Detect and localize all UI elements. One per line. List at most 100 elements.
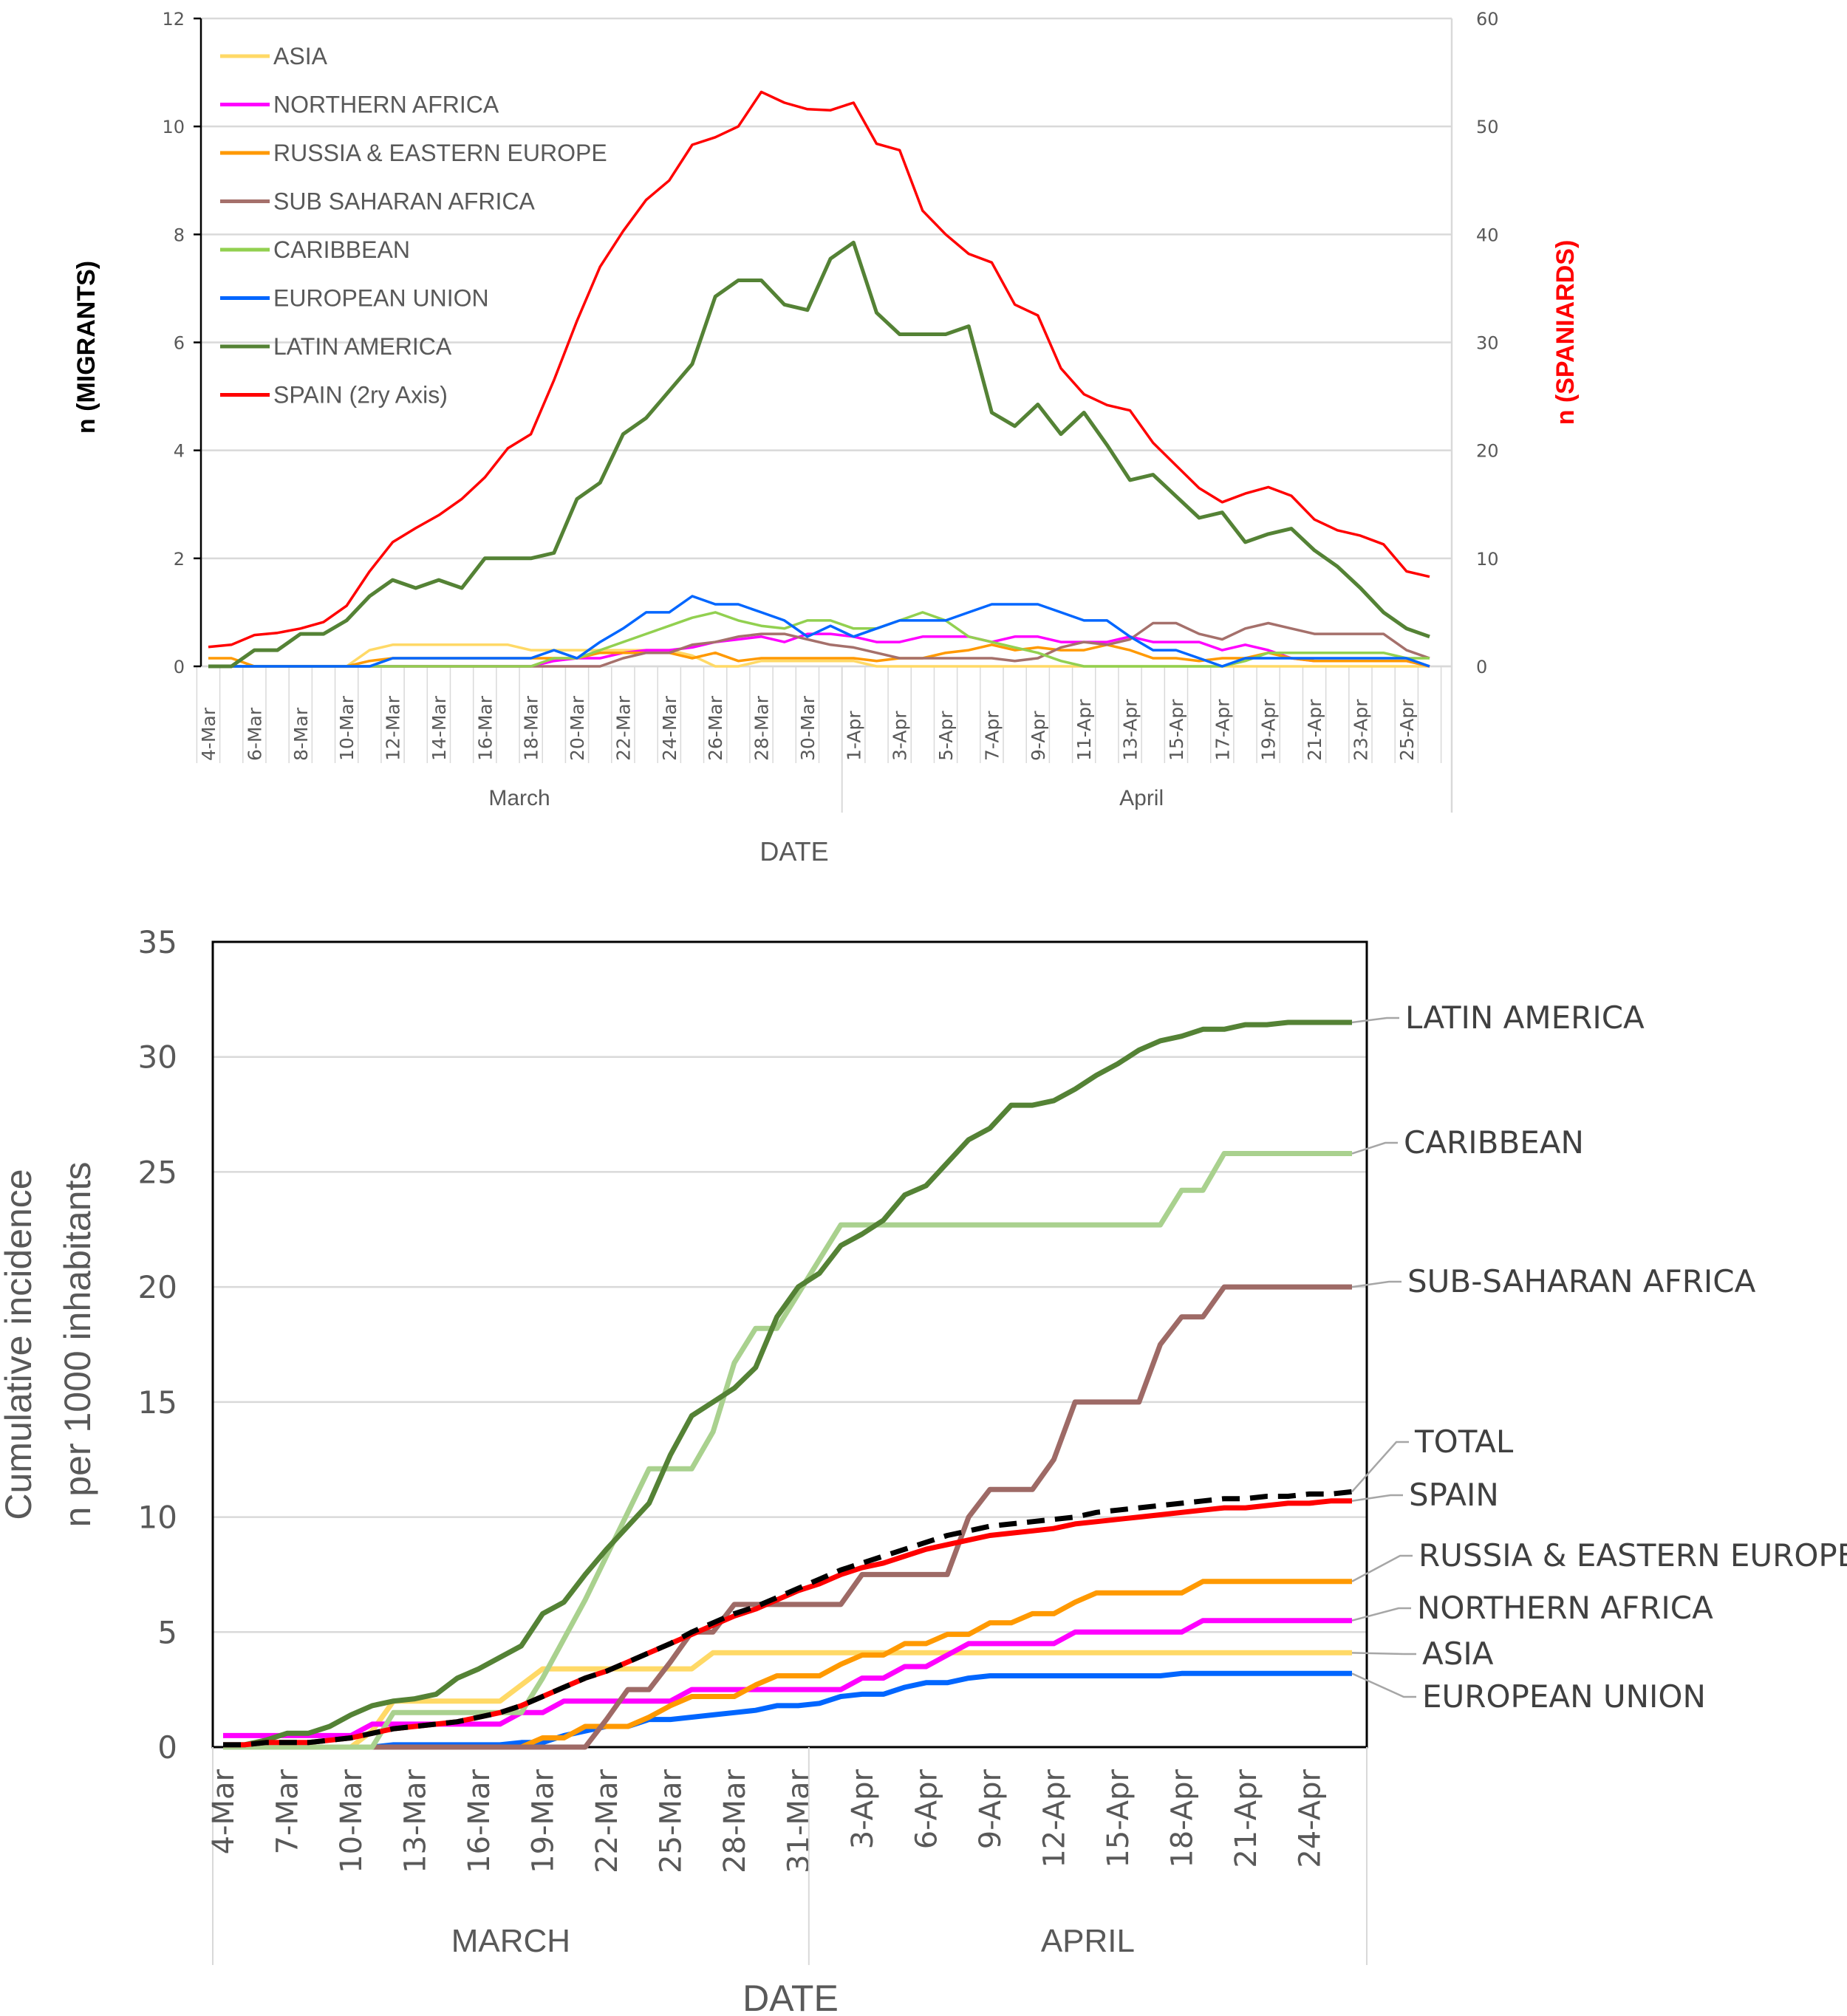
direct-label-caribbean: CARIBBEAN	[1404, 1124, 1584, 1161]
direct-label-russia-eastern-europe: RUSSIA & EASTERN EUROPE	[1418, 1537, 1847, 1573]
top-x-tick-label: 8-Mar	[290, 707, 312, 761]
bottom-x-tick-label: 28-Mar	[718, 1769, 752, 1873]
bottom-x-tick-label: 3-Apr	[846, 1769, 880, 1849]
direct-label-latin-america: LATIN AMERICA	[1405, 1000, 1645, 1036]
top-y-tick-label: 0	[174, 657, 185, 677]
bottom-x-tick-label: 19-Mar	[526, 1769, 560, 1873]
top-x-tick-label: 22-Mar	[612, 695, 634, 761]
top-x-tick-label: 25-Apr	[1396, 699, 1418, 761]
bottom-series-lines	[223, 1019, 1353, 1750]
top-x-tick-label: 9-Apr	[1028, 711, 1049, 761]
leader-line-spain	[1351, 1494, 1403, 1503]
bottom-x-tick-label: 4-Mar	[207, 1769, 241, 1854]
series-line-european-union	[208, 595, 1430, 668]
top-x-tick-label: 11-Apr	[1073, 699, 1095, 761]
bottom-x-axis: 4-Mar 7-Mar 10-Mar 13-Mar 16-Mar 19-Mar 22-Mar…	[207, 1747, 1368, 1965]
bottom-x-axis-title: DATE	[742, 1978, 839, 2016]
bottom-y-axis: 0 5 10 15 20 25 30 35	[138, 924, 177, 1766]
bottom-y-tick-label: 30	[138, 1039, 177, 1076]
top-legend: ASIA NORTHERN AFRICA RUSSIA & EASTERN EURO…	[220, 43, 607, 409]
direct-label-northern-africa: NORTHERN AFRICA	[1417, 1590, 1713, 1626]
legend-label-sub-saharan-africa: SUB SAHARAN AFRICA	[273, 188, 536, 215]
bottom-x-tick-label: 12-Apr	[1037, 1769, 1071, 1868]
top-y2-tick-label: 50	[1476, 117, 1499, 137]
top-x-axis-title: DATE	[759, 836, 828, 867]
bottom-x-tick-label: 13-Mar	[398, 1769, 432, 1873]
top-y2-tick-label: 10	[1476, 549, 1499, 570]
bottom-y-tick-label: 0	[157, 1729, 177, 1766]
bottom-direct-labels: LATIN AMERICA CARIBBEAN SUB-SAHARAN AFRICA…	[1351, 1000, 1847, 1715]
top-y2-tick-label: 20	[1476, 441, 1499, 462]
top-x-tick-label: 19-Apr	[1258, 699, 1280, 761]
leader-line-european-union	[1351, 1672, 1416, 1698]
bottom-y-tick-label: 35	[138, 924, 177, 960]
top-x-tick-label: 5-Apr	[935, 711, 957, 761]
legend-label-latin-america: LATIN AMERICA	[273, 333, 452, 360]
series-line-russia-eastern-europe	[208, 643, 1430, 668]
leader-line-asia	[1351, 1652, 1416, 1655]
top-x-tick-label: 23-Apr	[1350, 699, 1371, 761]
top-x-tick-label: 15-Apr	[1166, 699, 1187, 761]
series-line-asia	[208, 643, 1430, 668]
top-group-label: April	[1119, 786, 1164, 810]
bottom-x-tick-label: 21-Apr	[1229, 1769, 1263, 1868]
legend-label-northern-africa: NORTHERN AFRICA	[273, 92, 499, 118]
top-x-tick-label: 30-Mar	[797, 695, 819, 761]
top-x-axis: 4-Mar 6-Mar 8-Mar 10-Mar 12-Mar 14-Mar 16-Mar 1…	[196, 665, 1452, 813]
bottom-group-label: APRIL	[1041, 1923, 1135, 1959]
top-x-tick-label: 21-Apr	[1304, 699, 1325, 761]
legend-label-spain-2ry-axis: SPAIN (2ry Axis)	[273, 382, 448, 409]
legend-label-asia: ASIA	[273, 43, 328, 69]
top-group-label: March	[488, 786, 550, 810]
bottom-x-tick-label: 22-Mar	[590, 1769, 624, 1873]
top-y-tick-label: 6	[174, 333, 185, 354]
bottom-x-tick-label: 7-Mar	[270, 1769, 304, 1854]
series-line-spain-2ry-axis	[208, 90, 1430, 649]
top-x-tick-label: 3-Apr	[890, 711, 911, 761]
direct-label-spain: SPAIN	[1409, 1477, 1499, 1513]
bottom-x-tick-label: 25-Mar	[654, 1769, 688, 1873]
bottom-x-tick-label: 10-Mar	[335, 1769, 369, 1873]
bottom-y-tick-label: 20	[138, 1269, 177, 1305]
daily-cases-chart: 4-Mar 6-Mar 8-Mar 10-Mar 12-Mar 14-Mar 16-Mar 1…	[72, 9, 1580, 867]
top-y-tick-label: 12	[162, 9, 185, 30]
bottom-y-tick-label: 10	[138, 1500, 177, 1536]
direct-label-asia: ASIA	[1422, 1636, 1494, 1672]
series-line-sub-saharan-africa	[223, 1284, 1352, 1750]
top-x-tick-label: 24-Mar	[659, 695, 680, 761]
series-line-latin-america	[223, 1019, 1352, 1748]
top-y-tick-label: 2	[174, 549, 185, 570]
top-gridlines	[201, 17, 1453, 813]
bottom-x-tick-label: 9-Apr	[974, 1769, 1008, 1849]
top-x-tick-label: 6-Mar	[244, 707, 265, 761]
bottom-x-tick-label: 31-Mar	[782, 1769, 816, 1873]
top-series-lines	[208, 90, 1430, 669]
bottom-y-tick-label: 5	[157, 1614, 177, 1650]
bottom-x-tick-label: 6-Apr	[909, 1769, 943, 1849]
top-x-tick-label: 10-Mar	[336, 695, 358, 761]
top-x-tick-label: 17-Apr	[1212, 699, 1233, 761]
bottom-group-label: MARCH	[451, 1923, 570, 1959]
top-y-axis-right: 0 10 20 30 40 50 60	[1476, 9, 1499, 677]
bottom-x-tick-label: 15-Apr	[1102, 1769, 1136, 1868]
bottom-x-tick-label: 16-Mar	[462, 1769, 496, 1873]
bottom-y-tick-label: 25	[138, 1154, 177, 1190]
top-x-tick-label: 1-Apr	[843, 711, 864, 761]
series-line-caribbean	[223, 1151, 1352, 1750]
top-y-tick-label: 8	[174, 225, 185, 245]
bottom-x-tick-label: 24-Apr	[1293, 1769, 1327, 1868]
top-x-tick-label: 18-Mar	[521, 695, 542, 761]
direct-label-total: TOTAL	[1414, 1424, 1514, 1460]
top-x-tick-label: 20-Mar	[567, 695, 588, 761]
bottom-gridlines	[211, 940, 1368, 1749]
legend-label-russia-eastern-europe: RUSSIA & EASTERN EUROPE	[273, 140, 607, 166]
series-line-total	[223, 1489, 1353, 1748]
top-y2-tick-label: 60	[1476, 9, 1499, 30]
leader-line-northern-africa	[1351, 1607, 1411, 1622]
legend-label-caribbean: CARIBBEAN	[273, 236, 410, 263]
bottom-y-axis-title-line1: Cumulative incidence	[0, 1169, 39, 1520]
top-x-tick-label: 28-Mar	[751, 695, 773, 761]
top-y2-axis-title: n (SPANIARDS)	[1551, 240, 1580, 426]
leader-line-total	[1351, 1441, 1409, 1493]
